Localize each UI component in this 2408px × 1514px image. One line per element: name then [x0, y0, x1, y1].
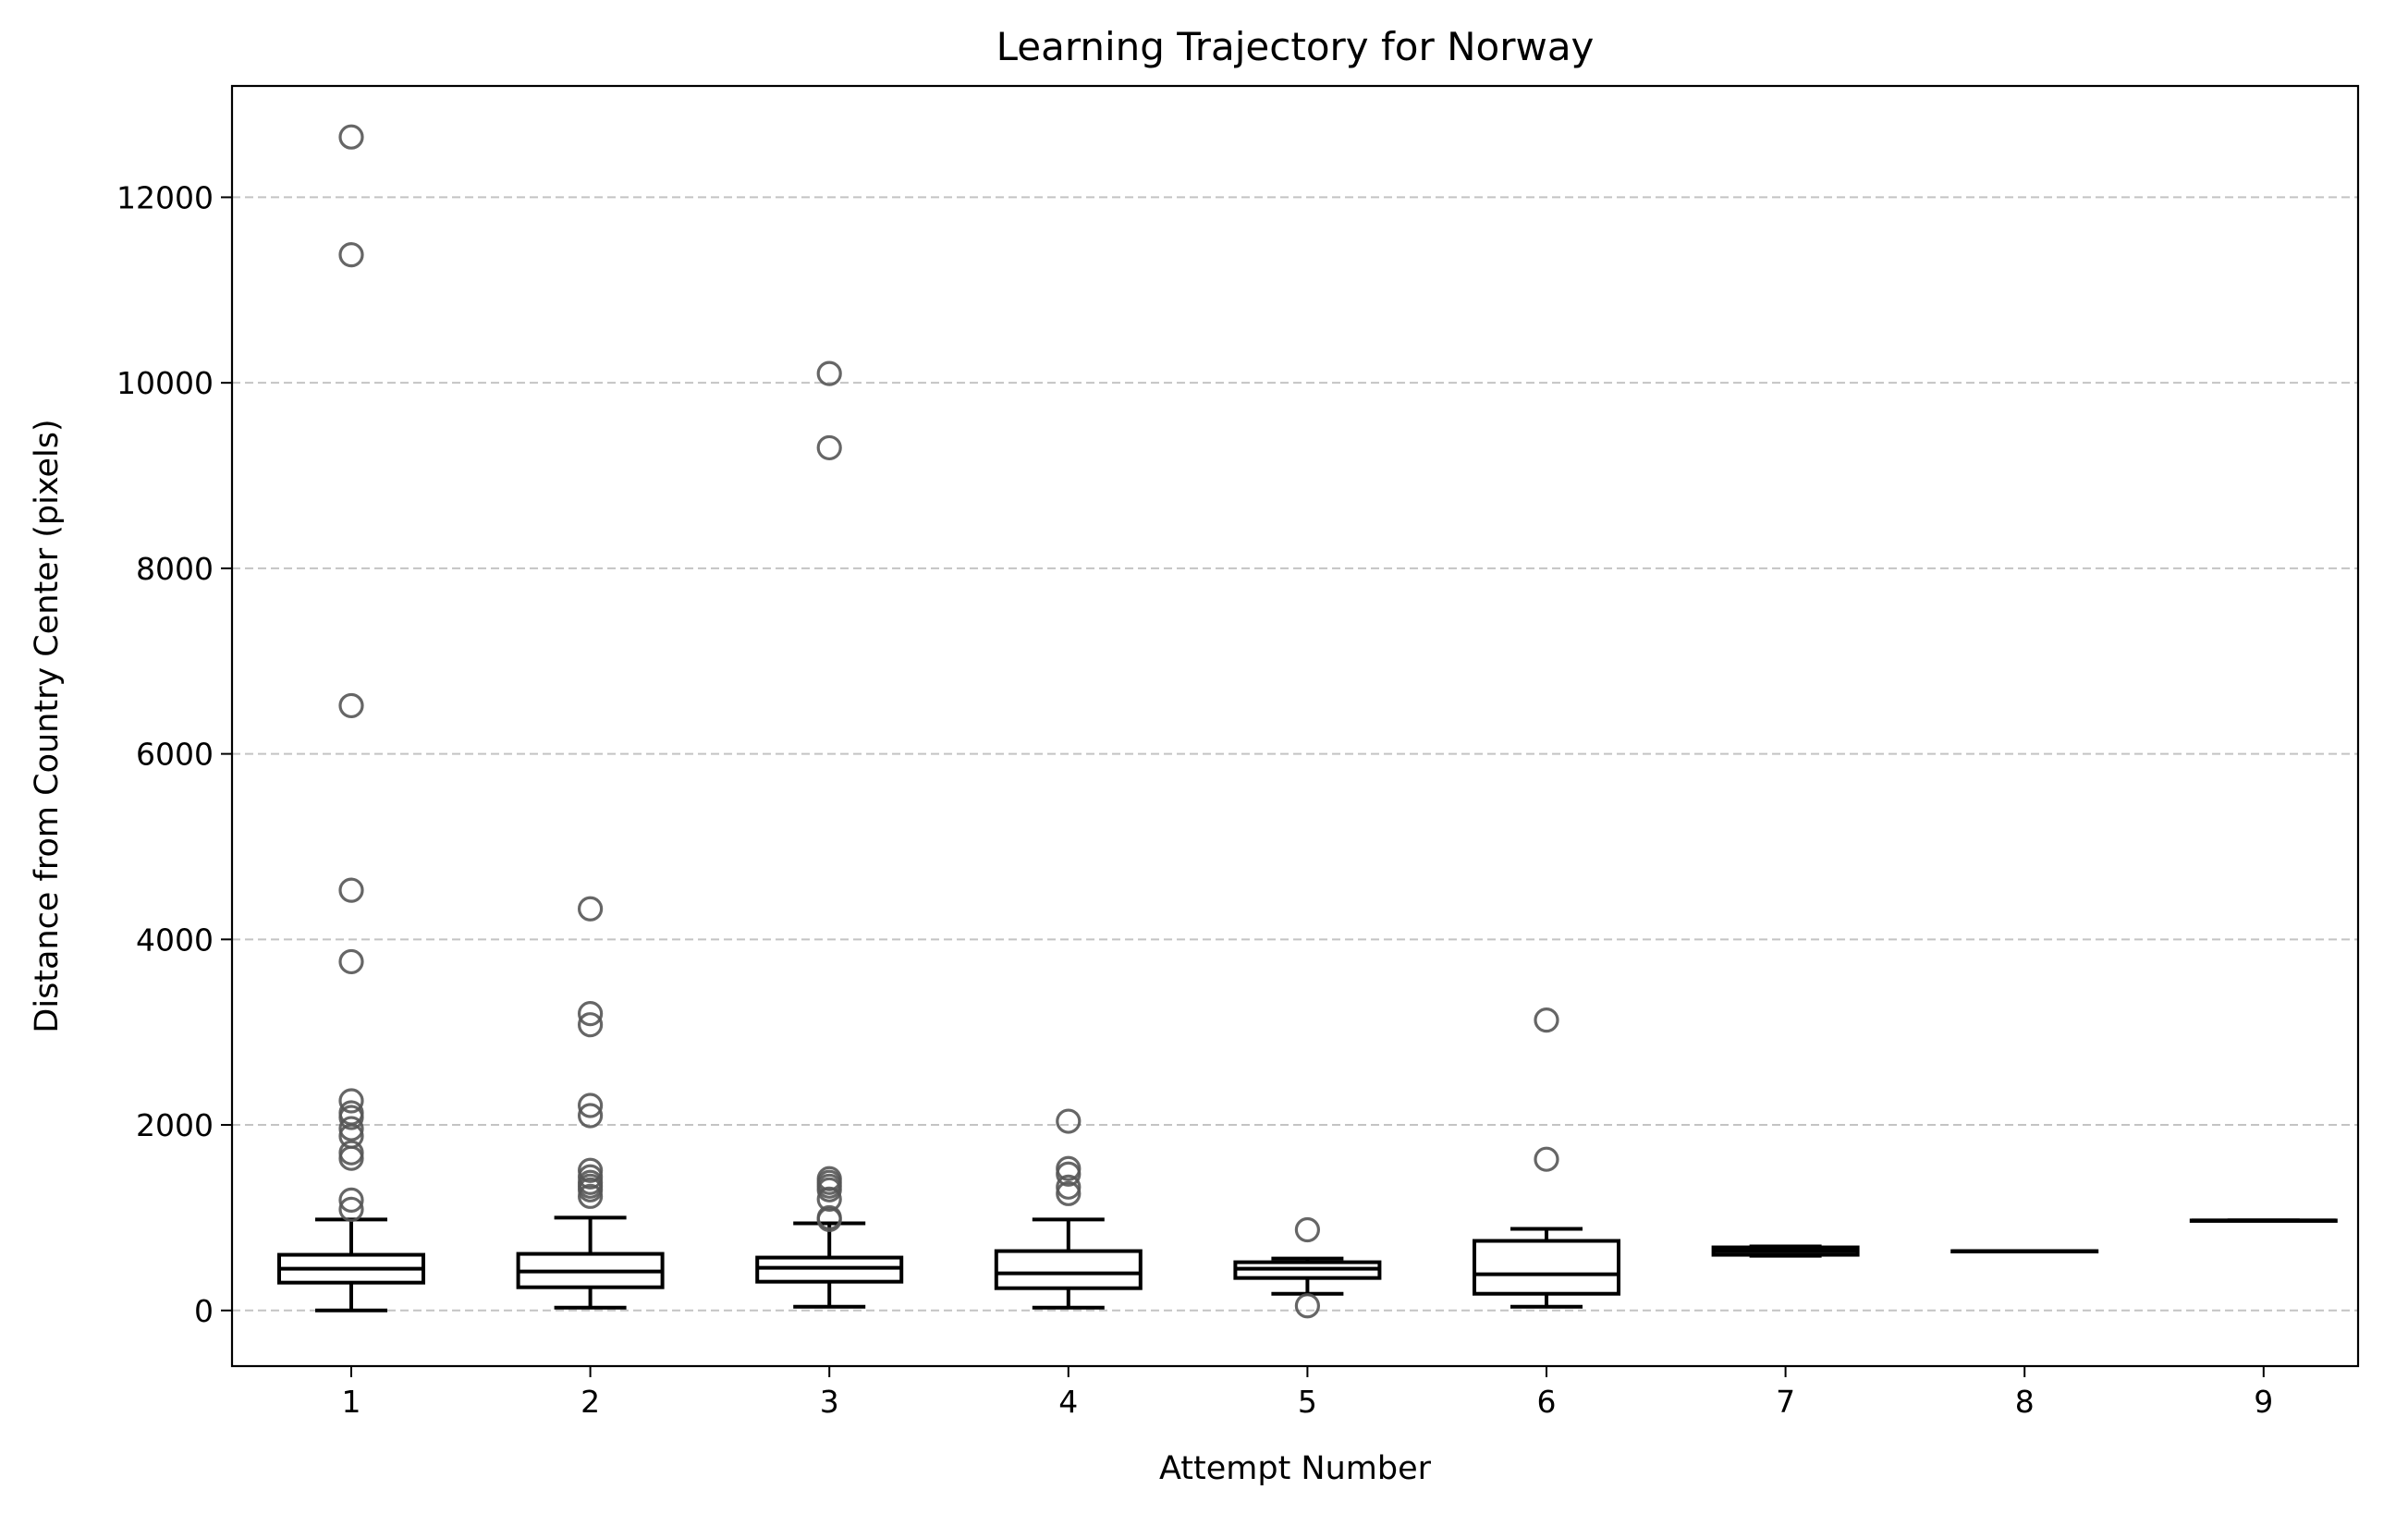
- outlier-point: [816, 434, 842, 461]
- plot-frame: [230, 84, 2360, 1368]
- iqr-box: [755, 1255, 904, 1284]
- outlier-point: [577, 1093, 604, 1118]
- outlier-point: [1056, 1180, 1082, 1206]
- outlier-point: [577, 1177, 604, 1203]
- box-group-3: [755, 360, 904, 1309]
- chart-title: Learning Trajectory for Norway: [996, 24, 1595, 69]
- iqr-box: [994, 1249, 1143, 1290]
- outlier-point: [338, 1116, 364, 1142]
- outlier-point: [338, 692, 364, 719]
- box-group-9: [2189, 1218, 2338, 1223]
- outlier-point: [1294, 1293, 1321, 1319]
- outlier-point: [1056, 1161, 1082, 1187]
- box-group-6: [1473, 1007, 1620, 1309]
- y-tick-label: 0: [194, 1293, 214, 1329]
- plot-marks: [277, 124, 2338, 1319]
- outlier-point: [338, 1187, 364, 1213]
- outlier-point: [338, 1105, 364, 1130]
- y-tick-label: 6000: [136, 737, 214, 773]
- outlier-point: [577, 1183, 604, 1209]
- y-axis-label: Distance from Country Center (pixels): [29, 419, 66, 1032]
- outlier-point: [816, 1206, 842, 1233]
- box-group-4: [994, 1108, 1143, 1310]
- box-group-7: [1711, 1244, 1860, 1258]
- box-group-1: [277, 124, 425, 1313]
- outlier-point: [577, 1157, 604, 1183]
- outlier-point: [816, 1186, 842, 1212]
- outlier-point: [816, 360, 842, 386]
- outlier-point: [338, 242, 364, 268]
- outlier-point: [577, 1001, 604, 1027]
- axis-ticks: 0 2000 4000 6000 8000 10000 12000 1 2 3 4 5 6 7 8 9: [116, 179, 2273, 1420]
- outlier-point: [1056, 1174, 1082, 1200]
- outlier-point: [338, 877, 364, 903]
- outlier-point: [338, 1196, 364, 1222]
- outlier-point: [816, 1177, 842, 1203]
- outlier-point: [577, 1103, 604, 1129]
- outlier-point: [1534, 1007, 1559, 1033]
- x-tick-label: 3: [820, 1384, 839, 1420]
- outlier-point: [338, 1088, 364, 1114]
- y-tick-label: 2000: [136, 1107, 214, 1143]
- outlier-point: [577, 896, 604, 922]
- outlier-point: [1056, 1108, 1082, 1134]
- x-tick-label: 6: [1537, 1384, 1557, 1420]
- iqr-box: [1473, 1239, 1620, 1296]
- outlier-point: [1294, 1216, 1321, 1243]
- box-group-8: [1950, 1249, 2099, 1254]
- y-tick-label: 4000: [136, 922, 214, 958]
- x-tick-label: 9: [2254, 1384, 2273, 1420]
- y-tick-label: 8000: [136, 551, 214, 587]
- x-axis-label: Attempt Number: [1159, 1450, 1432, 1487]
- outlier-point: [338, 124, 364, 150]
- x-tick-label: 4: [1058, 1384, 1078, 1420]
- box-group-5: [1233, 1216, 1382, 1319]
- box-group-2: [516, 896, 665, 1310]
- outlier-point: [577, 1012, 604, 1038]
- outlier-point: [338, 948, 364, 975]
- x-tick-label: 1: [342, 1384, 361, 1420]
- x-tick-label: 8: [2015, 1384, 2035, 1420]
- y-tick-label: 10000: [116, 365, 214, 401]
- outlier-point: [338, 1145, 364, 1171]
- outlier-point: [1534, 1146, 1559, 1172]
- x-tick-label: 2: [581, 1384, 600, 1420]
- x-tick-label: 7: [1776, 1384, 1795, 1420]
- x-tick-label: 5: [1298, 1384, 1317, 1420]
- y-tick-label: 12000: [116, 179, 214, 215]
